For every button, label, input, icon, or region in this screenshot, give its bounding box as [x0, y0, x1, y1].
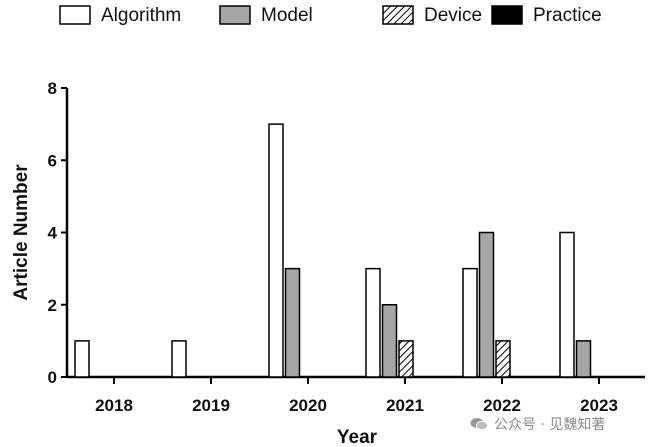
bar-model-2022: [478, 231, 495, 378]
bar-algorithm-2021: [365, 267, 381, 378]
x-tick-label: 2019: [192, 396, 230, 415]
bar-algorithm-2022: [462, 267, 478, 378]
bar-algorithm-2020: [268, 123, 284, 378]
legend-swatch-algorithm: [59, 5, 91, 25]
watermark-text: 公众号 · 见魏知著: [494, 417, 606, 433]
legend-swatch-device: [382, 5, 414, 25]
y-tick-label: 4: [48, 224, 58, 243]
y-tick-label: 6: [48, 151, 57, 170]
x-tick-label: 2023: [580, 396, 618, 415]
bar-device-2021: [398, 340, 414, 378]
bar-model-2020: [284, 267, 301, 378]
legend: Algorithm Model Device Practice: [59, 5, 602, 26]
wechat-icon: [470, 418, 488, 431]
x-tick-label: 2018: [95, 396, 133, 415]
legend-label-practice: Practice: [533, 5, 602, 26]
legend-swatch-model: [219, 5, 251, 25]
axes: 0 2 4 6 8 2018 2019 2020 2021 2022 2023 Article Num…: [11, 79, 645, 447]
legend-swatch-practice: [491, 5, 523, 25]
x-axis-title: Year: [337, 427, 378, 447]
y-tick-label: 8: [48, 79, 57, 98]
bar-algorithm-2019: [171, 340, 187, 378]
legend-label-device: Device: [424, 5, 482, 26]
bar-algorithm-2018: [74, 340, 90, 378]
bar-device-2022: [495, 340, 511, 378]
bars: [74, 123, 592, 378]
legend-label-model: Model: [261, 5, 313, 26]
x-tick-label: 2022: [483, 396, 521, 415]
bar-algorithm-2023: [559, 231, 575, 378]
y-tick-label: 0: [48, 368, 57, 387]
y-tick-label: 2: [48, 296, 57, 315]
x-tick-label: 2021: [386, 396, 424, 415]
y-axis-title: Article Number: [11, 164, 32, 301]
bar-model-2023: [575, 340, 592, 378]
legend-label-algorithm: Algorithm: [101, 5, 181, 26]
watermark: 公众号 · 见魏知著: [470, 414, 605, 434]
bar-model-2021: [381, 304, 398, 378]
x-tick-label: 2020: [289, 396, 327, 415]
